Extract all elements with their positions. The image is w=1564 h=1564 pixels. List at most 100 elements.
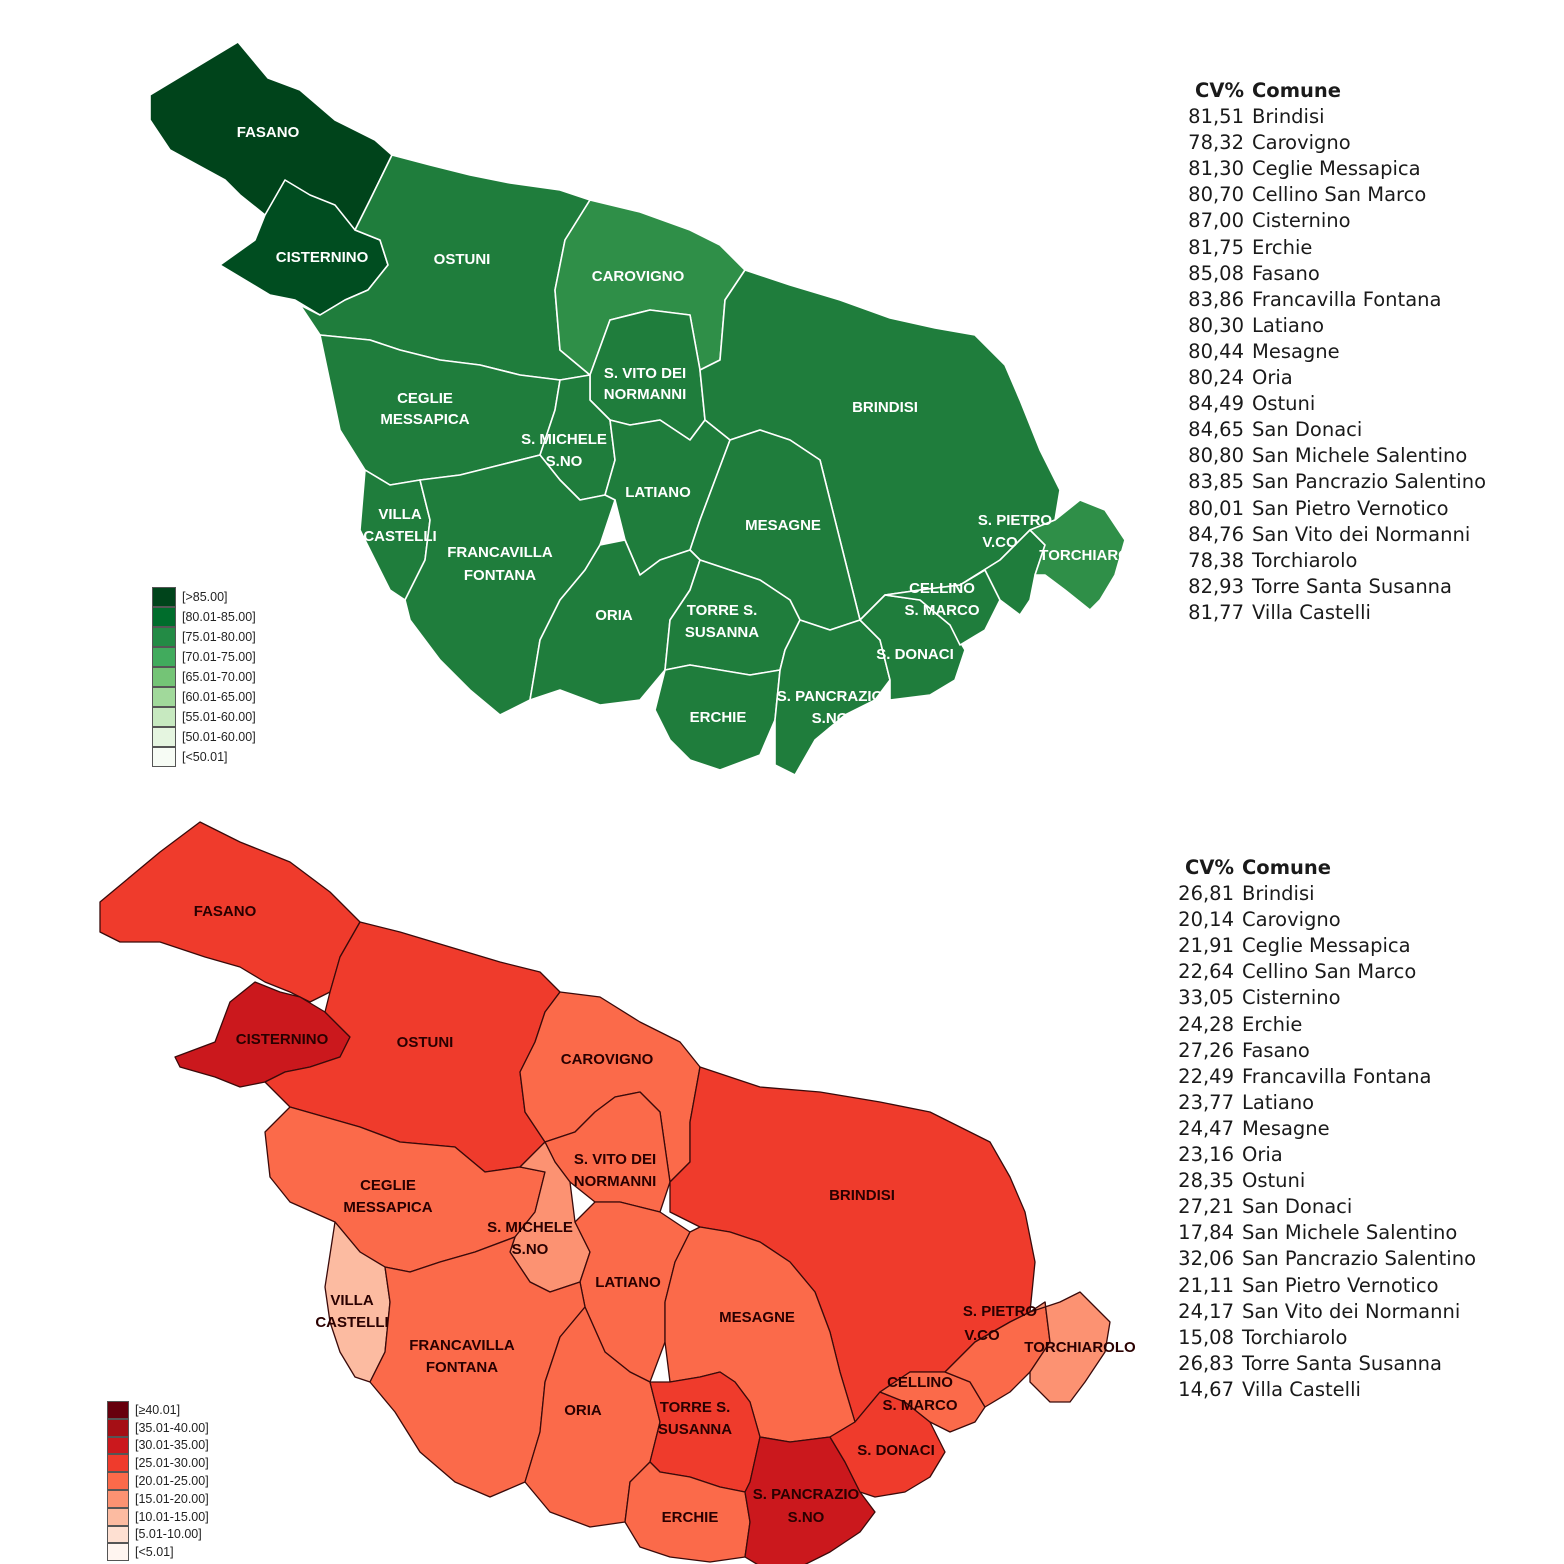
table-row: 24,17 San Vito dei Normanni — [1170, 1299, 1476, 1325]
comune-name: Torchiarolo — [1242, 1325, 1348, 1349]
cv-value: 83,85 — [1188, 470, 1244, 494]
cv-value: 80,80 — [1188, 444, 1244, 468]
legend-item: [≥40.01] — [107, 1401, 209, 1419]
cv-value: 83,86 — [1188, 287, 1244, 311]
cv-value: 24,47 — [1178, 1116, 1234, 1140]
cv-value: 80,70 — [1188, 183, 1244, 207]
label-erchie: ERCHIE — [690, 709, 747, 726]
legend-label: [50.01-60.00] — [182, 730, 256, 744]
comune-name: San Vito dei Normanni — [1252, 522, 1471, 546]
legend-swatch — [107, 1507, 129, 1526]
label-fasano: FASANO — [194, 903, 257, 920]
legend-item: [80.01-85.00] — [152, 607, 256, 627]
label-cisternino: CISTERNINO — [276, 249, 369, 266]
table-row: 27,26 Fasano — [1170, 1038, 1476, 1064]
table-header: CV% Comune — [1180, 78, 1486, 104]
table-row: 81,77 Villa Castelli — [1180, 600, 1486, 626]
legend-swatch — [152, 627, 176, 647]
cv-value: 20,14 — [1178, 908, 1234, 932]
legend-label: [30.01-35.00] — [135, 1438, 209, 1453]
label-ostuni: OSTUNI — [397, 1034, 454, 1051]
label-san-pancrazio-1: S. PANCRAZIO — [777, 688, 884, 705]
table-row: 28,35 Ostuni — [1170, 1168, 1476, 1194]
red-choropleth-map: FASANO CISTERNINO OSTUNI CAROVIGNO S. VI… — [0, 782, 1564, 1564]
label-villa-castelli-1: VILLA — [378, 506, 421, 523]
label-torre-susanna-1: TORRE S. — [687, 602, 758, 619]
cv-value: 81,75 — [1188, 235, 1244, 259]
legend-label: [>85.00] — [182, 590, 228, 604]
legend-swatch — [107, 1401, 129, 1419]
label-san-vito-1: S. VITO DEI — [604, 365, 686, 382]
legend-swatch — [107, 1525, 129, 1544]
table-row: 21,91 Ceglie Messapica — [1170, 933, 1476, 959]
legend-label: [<5.01] — [135, 1545, 174, 1560]
label-torchiarolo: TORCHIAROLO — [1024, 1339, 1136, 1356]
comune-name: Villa Castelli — [1252, 600, 1371, 624]
cv-value: 33,05 — [1178, 986, 1234, 1010]
red-map-regions: FASANO CISTERNINO OSTUNI CAROVIGNO S. VI… — [99, 821, 1136, 1564]
label-brindisi: BRINDISI — [852, 399, 918, 416]
label-fasano: FASANO — [237, 124, 300, 141]
cv-value: 28,35 — [1178, 1169, 1234, 1193]
comune-name: Ostuni — [1242, 1169, 1306, 1193]
table-body: 26,81 Brindisi 20,14 Carovigno 21,91 Ceglie M… — [1170, 881, 1476, 1403]
cv-value: 32,06 — [1178, 1247, 1234, 1271]
comune-name: Torre Santa Susanna — [1252, 574, 1452, 598]
red-legend: [≥40.01] [35.01-40.00] [30.01-35.00] [25… — [107, 1401, 209, 1562]
cv-value: 84,76 — [1188, 522, 1244, 546]
label-latiano: LATIANO — [625, 484, 691, 501]
cv-value: 17,84 — [1178, 1221, 1234, 1245]
comune-name: Ceglie Messapica — [1252, 157, 1421, 181]
legend-item: [65.01-70.00] — [152, 667, 256, 687]
table-row: 21,11 San Pietro Vernotico — [1170, 1273, 1476, 1299]
comune-name: San Donaci — [1252, 418, 1363, 442]
label-san-pietro-2: V.CO — [982, 534, 1018, 551]
comune-name: Carovigno — [1252, 131, 1351, 155]
cv-value: 81,77 — [1188, 600, 1244, 624]
cv-value: 27,26 — [1178, 1038, 1234, 1062]
table-row: 80,70 Cellino San Marco — [1180, 182, 1486, 208]
label-francavilla-2: FONTANA — [464, 567, 536, 584]
comune-name: San Pancrazio Salentino — [1252, 470, 1486, 494]
label-francavilla-1: FRANCAVILLA — [409, 1337, 515, 1354]
table-row: 22,49 Francavilla Fontana — [1170, 1064, 1476, 1090]
table-row: 84,76 San Vito dei Normanni — [1180, 522, 1486, 548]
label-san-pancrazio-1: S. PANCRAZIO — [753, 1486, 860, 1503]
label-ostuni: OSTUNI — [434, 251, 491, 268]
cv-value: 80,01 — [1188, 496, 1244, 520]
legend-swatch — [152, 727, 176, 747]
legend-label: [55.01-60.00] — [182, 710, 256, 724]
cv-value: 15,08 — [1178, 1325, 1234, 1349]
comune-name: San Pietro Vernotico — [1252, 496, 1449, 520]
cv-value: 78,32 — [1188, 131, 1244, 155]
table-row: 33,05 Cisternino — [1170, 985, 1476, 1011]
header-comune: Comune — [1252, 79, 1342, 102]
legend-item: [30.01-35.00] — [107, 1436, 209, 1455]
legend-label: [<50.01] — [182, 750, 228, 764]
legend-label: [80.01-85.00] — [182, 610, 256, 624]
legend-label: [≥40.01] — [135, 1402, 181, 1417]
legend-label: [10.01-15.00] — [135, 1509, 209, 1524]
legend-swatch — [152, 607, 176, 627]
table-body: 81,51 Brindisi 78,32 Carovigno 81,30 Ceglie M… — [1180, 104, 1486, 626]
table-row: 83,86 Francavilla Fontana — [1180, 287, 1486, 313]
cv-value: 14,67 — [1178, 1377, 1234, 1401]
label-san-pancrazio-2: S.NO — [812, 710, 849, 727]
table-row: 81,51 Brindisi — [1180, 104, 1486, 130]
cv-value: 78,38 — [1188, 548, 1244, 572]
label-san-pietro-1: S. PIETRO — [963, 1303, 1038, 1320]
cv-value: 81,51 — [1188, 105, 1244, 129]
cv-value: 23,77 — [1178, 1090, 1234, 1114]
table-row: 23,16 Oria — [1170, 1142, 1476, 1168]
legend-item: [>85.00] — [152, 587, 256, 607]
label-san-pancrazio-2: S.NO — [788, 1509, 825, 1526]
cv-value: 21,11 — [1178, 1273, 1234, 1297]
comune-name: Francavilla Fontana — [1242, 1064, 1432, 1088]
cv-value: 80,44 — [1188, 339, 1244, 363]
table-row: 80,01 San Pietro Vernotico — [1180, 496, 1486, 522]
comune-name: Erchie — [1242, 1012, 1303, 1036]
legend-swatch — [152, 687, 176, 707]
label-san-michele-1: S. MICHELE — [487, 1219, 573, 1236]
label-cellino-1: CELLINO — [909, 580, 975, 597]
comune-name: San Michele Salentino — [1242, 1221, 1458, 1245]
